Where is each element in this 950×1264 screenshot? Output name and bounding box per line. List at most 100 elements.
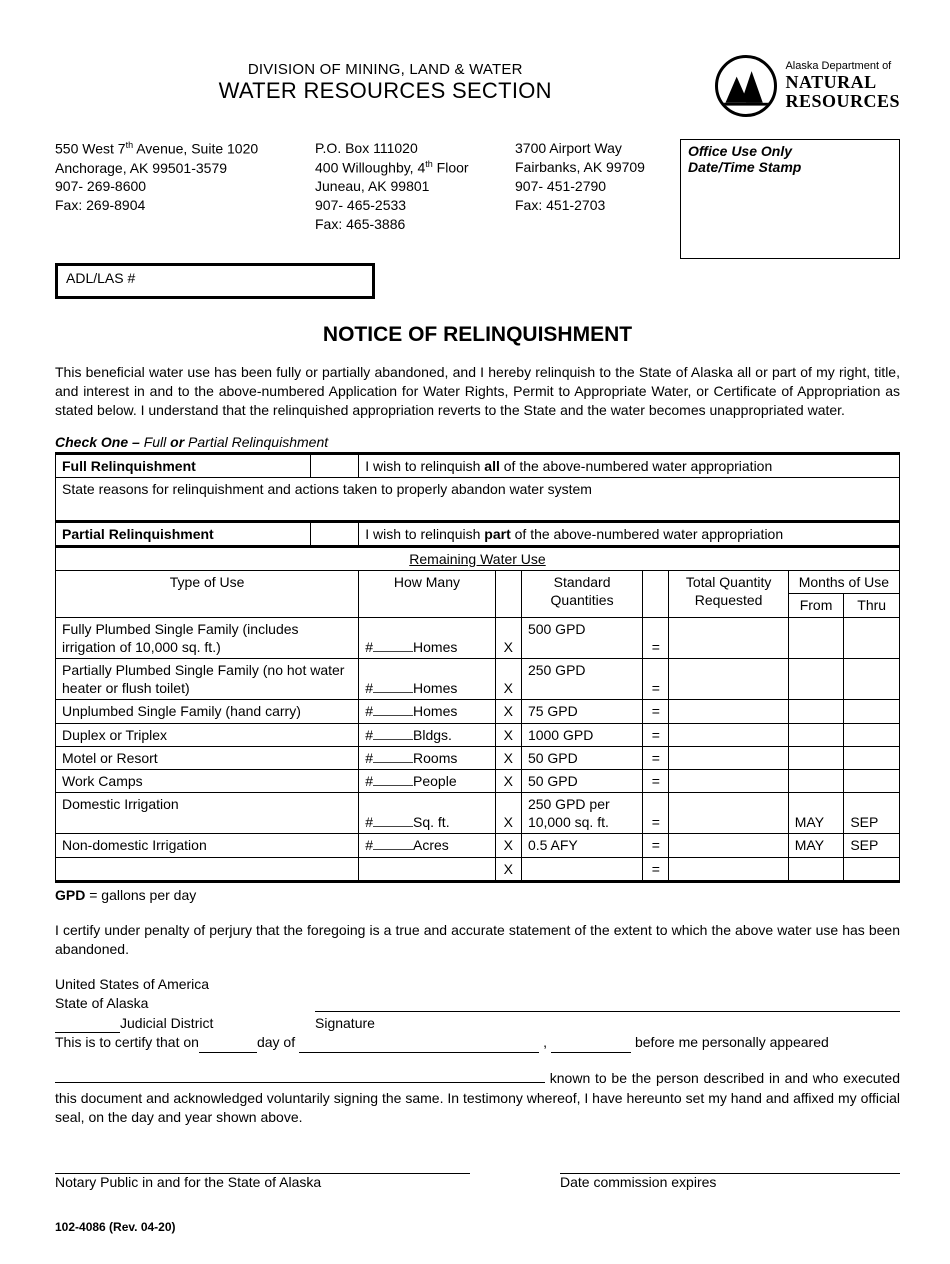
row-from[interactable] bbox=[788, 769, 844, 792]
jun-line2b: Floor bbox=[433, 160, 469, 176]
row-x: X bbox=[495, 793, 521, 834]
row-howmany[interactable]: #Rooms bbox=[359, 746, 495, 769]
col-x-blank bbox=[495, 571, 521, 617]
year-blank[interactable] bbox=[551, 1037, 631, 1053]
row-howmany[interactable]: #Homes bbox=[359, 617, 495, 658]
office-use-box: Office Use Only Date/Time Stamp bbox=[680, 139, 900, 259]
row-howmany[interactable]: #Acres bbox=[359, 834, 495, 857]
row-howmany[interactable]: #Homes bbox=[359, 700, 495, 723]
row-x: X bbox=[495, 769, 521, 792]
row-howmany[interactable]: #People bbox=[359, 769, 495, 792]
row-from[interactable] bbox=[788, 857, 844, 881]
anc-phone: 907- 269-8600 bbox=[55, 177, 315, 196]
gpd-note: GPD = gallons per day bbox=[55, 887, 900, 903]
row-howmany[interactable]: #Homes bbox=[359, 658, 495, 699]
row-total[interactable] bbox=[669, 793, 788, 834]
row-type: Fully Plumbed Single Family (includes ir… bbox=[56, 617, 359, 658]
row-type: Work Camps bbox=[56, 769, 359, 792]
row-thru[interactable]: SEP bbox=[844, 834, 900, 857]
row-from[interactable] bbox=[788, 723, 844, 746]
full-checkbox[interactable] bbox=[310, 453, 359, 477]
intro-paragraph: This beneficial water use has been fully… bbox=[55, 363, 900, 420]
row-std: 250 GPD bbox=[521, 658, 642, 699]
row-std bbox=[521, 857, 642, 881]
row-std: 250 GPD per 10,000 sq. ft. bbox=[521, 793, 642, 834]
row-total[interactable] bbox=[669, 769, 788, 792]
sig-signature-label: Signature bbox=[315, 1014, 375, 1034]
logo-line2: NATURAL bbox=[785, 73, 900, 92]
row-thru[interactable] bbox=[844, 746, 900, 769]
row-total[interactable] bbox=[669, 834, 788, 857]
col-total-qty: Total Quantity Requested bbox=[669, 571, 788, 617]
sig-name-line[interactable] bbox=[315, 994, 900, 1012]
col-type: Type of Use bbox=[56, 571, 359, 617]
adl-las-box[interactable]: ADL/LAS # bbox=[55, 263, 375, 299]
page: DIVISION OF MINING, LAND & WATER WATER R… bbox=[0, 0, 950, 1264]
notary-sign-line[interactable] bbox=[55, 1156, 470, 1174]
row-thru[interactable] bbox=[844, 723, 900, 746]
row-from[interactable] bbox=[788, 746, 844, 769]
check-one-suffix: Partial Relinquishment bbox=[184, 434, 328, 450]
fbk-fax: Fax: 451-2703 bbox=[515, 196, 680, 215]
fbk-line2: Fairbanks, AK 99709 bbox=[515, 158, 680, 177]
jun-line1: P.O. Box 111020 bbox=[315, 139, 515, 158]
jun-fax: Fax: 465-3886 bbox=[315, 215, 515, 234]
reasons-cell[interactable]: State reasons for relinquishment and act… bbox=[56, 477, 900, 521]
header: DIVISION OF MINING, LAND & WATER WATER R… bbox=[55, 55, 900, 117]
month-blank[interactable] bbox=[299, 1037, 539, 1053]
anc-line1b: Avenue, Suite 1020 bbox=[133, 141, 258, 157]
row-x: X bbox=[495, 746, 521, 769]
row-std: 50 GPD bbox=[521, 746, 642, 769]
header-title-block: DIVISION OF MINING, LAND & WATER WATER R… bbox=[55, 55, 715, 104]
relinquishment-table: Full Relinquishment I wish to relinquish… bbox=[55, 452, 900, 883]
row-eq: = bbox=[643, 793, 669, 834]
sig-soa: State of Alaska bbox=[55, 994, 315, 1014]
row-total[interactable] bbox=[669, 746, 788, 769]
row-thru[interactable] bbox=[844, 700, 900, 723]
row-howmany[interactable]: #Bldgs. bbox=[359, 723, 495, 746]
row-thru[interactable] bbox=[844, 658, 900, 699]
anc-sup: th bbox=[126, 140, 134, 150]
partial-label: Partial Relinquishment bbox=[56, 521, 311, 546]
address-juneau: P.O. Box 111020 400 Willoughby, 4th Floo… bbox=[315, 139, 515, 234]
row-thru[interactable] bbox=[844, 769, 900, 792]
row-thru[interactable]: SEP bbox=[844, 793, 900, 834]
row-from[interactable]: MAY bbox=[788, 834, 844, 857]
row-total[interactable] bbox=[669, 700, 788, 723]
row-from[interactable] bbox=[788, 617, 844, 658]
jun-line3: Juneau, AK 99801 bbox=[315, 177, 515, 196]
jun-line2a: 400 Willoughby, 4 bbox=[315, 160, 425, 176]
col-eq-blank bbox=[643, 571, 669, 617]
row-from[interactable] bbox=[788, 700, 844, 723]
person-name-blank[interactable] bbox=[55, 1067, 545, 1083]
row-howmany[interactable] bbox=[359, 857, 495, 881]
row-thru[interactable] bbox=[844, 857, 900, 881]
division-line: DIVISION OF MINING, LAND & WATER bbox=[55, 61, 715, 78]
logo-line3: RESOURCES bbox=[785, 92, 900, 111]
jd-blank[interactable] bbox=[55, 1017, 120, 1033]
commission-line[interactable] bbox=[560, 1156, 900, 1174]
anc-line2: Anchorage, AK 99501-3579 bbox=[55, 159, 315, 178]
row-type: Non-domestic Irrigation bbox=[56, 834, 359, 857]
check-one-prefix: Check One – bbox=[55, 434, 144, 450]
partial-text: I wish to relinquish part of the above-n… bbox=[359, 521, 900, 546]
partial-checkbox[interactable] bbox=[310, 521, 359, 546]
notary-label: Notary Public in and for the State of Al… bbox=[55, 1174, 470, 1190]
row-thru[interactable] bbox=[844, 617, 900, 658]
row-from[interactable] bbox=[788, 658, 844, 699]
row-from[interactable]: MAY bbox=[788, 793, 844, 834]
row-howmany[interactable]: #Sq. ft. bbox=[359, 793, 495, 834]
row-total[interactable] bbox=[669, 617, 788, 658]
day-blank[interactable] bbox=[199, 1037, 257, 1053]
row-total[interactable] bbox=[669, 857, 788, 881]
sig-jd: Judicial District bbox=[120, 1014, 315, 1034]
row-eq: = bbox=[643, 658, 669, 699]
gpd-bold: GPD bbox=[55, 887, 85, 903]
row-type bbox=[56, 857, 359, 881]
row-eq: = bbox=[643, 834, 669, 857]
row-eq: = bbox=[643, 617, 669, 658]
row-total[interactable] bbox=[669, 723, 788, 746]
full-label: Full Relinquishment bbox=[56, 453, 311, 477]
row-total[interactable] bbox=[669, 658, 788, 699]
row-type: Motel or Resort bbox=[56, 746, 359, 769]
